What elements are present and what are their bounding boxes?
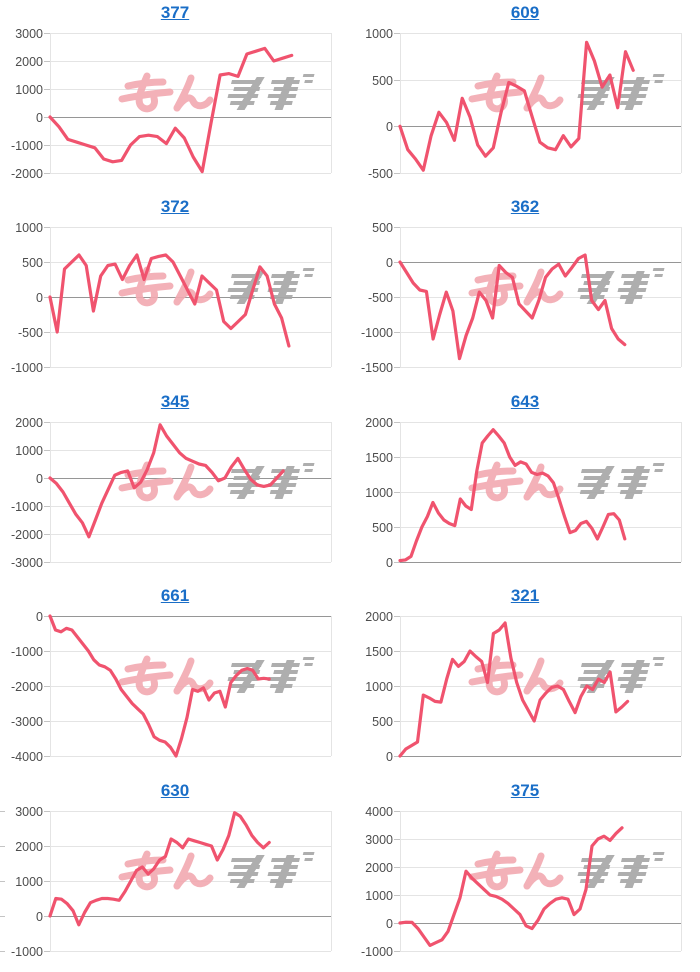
y-axis-tick-label: 2000 [365,610,393,624]
y-axis-tick-label: 500 [22,256,43,270]
y-axis-tick-label: 0 [36,472,43,486]
profit-line [48,810,271,926]
y-axis-tick-label: -1000 [11,645,43,659]
minrepo-watermark [472,657,665,693]
line-chart-321: 2000 1500 1000 500 0 [365,610,682,764]
chart-title-link[interactable]: 321 [510,586,540,606]
chart-title-link[interactable]: 609 [510,3,540,22]
y-axis-tick-label: -1000 [11,945,43,959]
chart-title-link[interactable]: 372 [160,197,190,217]
chart-cell-372: 1000 500 0 -500 -1000 372 [0,194,350,388]
line-chart-372: 1000 500 0 -500 -1000 [11,221,332,375]
y-axis-tick-label: 1000 [365,889,393,903]
y-axis-tick-label: 0 [36,111,43,125]
line-chart-375: 4000 3000 2000 1000 0 -1000 [361,805,682,959]
line-chart-609: 1000 500 0 -500 [365,27,682,181]
y-axis-tick-label: 4000 [365,805,393,819]
chart-title-link[interactable]: 630 [160,780,190,800]
y-axis-tick-label: 1000 [15,444,43,458]
chart-title-link[interactable]: 362 [510,197,540,217]
y-axis-tick-label: 1000 [15,221,43,235]
line-chart-362: 500 0 -500 -1000 -1500 [361,221,682,375]
chart-cell-609: 1000 500 0 -500 609 [350,0,700,194]
chart-cell-643: 2000 1500 1000 500 0 643 [350,389,700,583]
chart-cell-362: 500 0 -500 -1000 -1500 362 [350,194,700,388]
chart-title-link[interactable]: 375 [510,780,540,800]
y-axis-tick-label: -1000 [361,945,393,959]
y-axis-tick-label: 0 [386,917,393,931]
chart-cell-630: 3000 2000 1000 0 -1000 630 [0,778,350,972]
y-axis-tick-label: -1000 [11,361,43,375]
profit-line [48,46,294,174]
y-axis-tick-label: -1500 [361,361,393,375]
y-axis-tick-label: -3000 [11,715,43,729]
minrepo-watermark [472,74,665,110]
y-axis-tick-label: 3000 [15,27,43,41]
y-axis-tick-label: 0 [36,610,43,624]
y-axis-tick-label: 500 [372,74,393,88]
profit-line [48,614,271,758]
minrepo-watermark [472,852,665,888]
y-axis-tick-label: 500 [372,715,393,729]
chart-title-link[interactable]: 345 [160,391,190,411]
chart-title-link[interactable]: 377 [160,3,190,22]
chart-cell-377: 3000 2000 1000 0 -1000 -2000 377 [0,0,350,194]
y-axis-tick-label: 0 [386,556,393,570]
y-axis-tick-label: -500 [18,326,43,340]
y-axis-tick-label: -3000 [11,556,43,570]
minrepo-watermark [472,463,665,499]
chart-title-link[interactable]: 643 [510,391,540,411]
y-axis-tick-label: 0 [386,750,393,764]
chart-title-link[interactable]: 661 [160,586,190,606]
y-axis-tick-label: 1000 [15,83,43,97]
y-axis-tick-label: 2000 [15,55,43,69]
y-axis-tick-label: 2000 [365,416,393,430]
y-axis-tick-label: -1000 [361,326,393,340]
y-axis-tick-label: -500 [368,167,393,181]
y-axis-tick-label: 1000 [15,875,43,889]
y-axis-tick-label: 500 [372,521,393,535]
y-axis-tick-label: -500 [368,291,393,305]
profit-line [48,422,285,539]
profit-line [398,825,624,947]
y-axis-tick-label: 2000 [15,840,43,854]
y-axis-tick-label: 3000 [15,805,43,819]
y-axis-tick-label: 2000 [365,861,393,875]
y-axis-tick-label: -1000 [11,500,43,514]
line-chart-345: 2000 1000 0 -1000 -2000 -3000 [11,416,332,570]
y-axis-tick-label: 0 [386,256,393,270]
y-axis-tick-label: -2000 [11,528,43,542]
y-axis-tick-label: 3000 [365,833,393,847]
line-chart-377: 3000 2000 1000 0 -1000 -2000 [11,27,332,181]
chart-cell-661: 0 -1000 -2000 -3000 -4000 661 [0,583,350,777]
profit-line [398,427,627,562]
y-axis-tick-label: 0 [36,291,43,305]
y-axis-tick-label: 2000 [15,416,43,430]
line-chart-661: 0 -1000 -2000 -3000 -4000 [11,610,332,764]
profit-line [48,253,291,348]
y-axis-tick-label: -2000 [11,680,43,694]
minrepo-watermark [122,657,315,693]
chart-cell-321: 2000 1500 1000 500 0 321 [350,583,700,777]
y-axis-tick-label: 1000 [365,27,393,41]
profit-line [398,621,630,758]
chart-cell-375: 4000 3000 2000 1000 0 -1000 375 [350,778,700,972]
y-axis-tick-label: 1000 [365,680,393,694]
y-axis-tick-label: -1000 [11,139,43,153]
line-chart-630: 3000 2000 1000 0 -1000 [0,805,332,959]
y-axis-tick-label: 1500 [365,451,393,465]
y-axis-tick-label: 0 [386,120,393,134]
profit-line [398,40,635,172]
chart-cell-345: 2000 1000 0 -1000 -2000 -3000 345 [0,389,350,583]
y-axis-tick-label: 1500 [365,645,393,659]
y-axis-tick-label: -2000 [11,167,43,181]
y-axis-tick-label: 500 [372,221,393,235]
line-chart-643: 2000 1500 1000 500 0 [365,416,682,570]
profit-line [398,253,627,361]
y-axis-tick-label: -4000 [11,750,43,764]
y-axis-tick-label: 0 [36,910,43,924]
y-axis-tick-label: 1000 [365,486,393,500]
